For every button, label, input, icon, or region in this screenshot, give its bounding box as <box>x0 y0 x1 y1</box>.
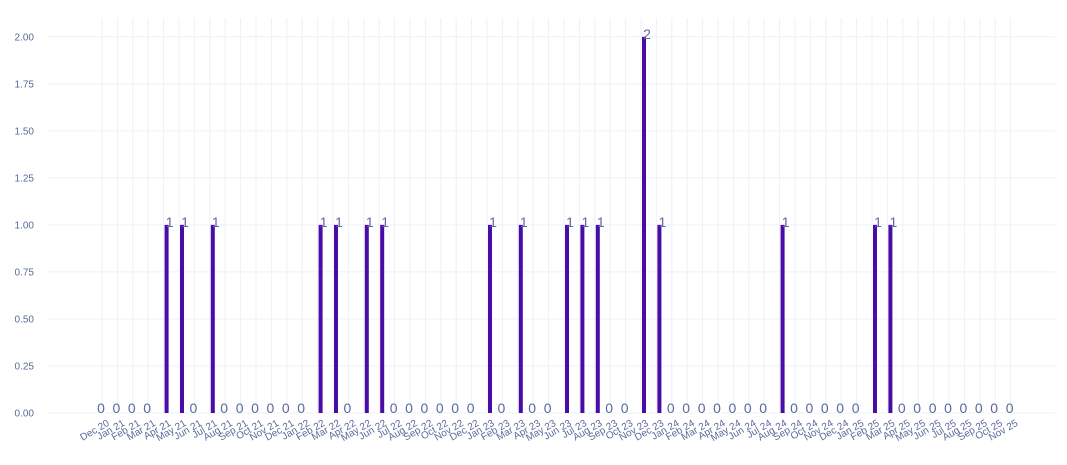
data-label: 0 <box>713 400 721 416</box>
data-label: 1 <box>659 214 667 230</box>
data-label: 0 <box>960 400 968 416</box>
data-label: 0 <box>267 400 275 416</box>
bar <box>873 224 877 413</box>
bar <box>488 224 492 413</box>
data-label: 0 <box>667 400 675 416</box>
data-label: 0 <box>621 400 629 416</box>
data-label: 0 <box>790 400 798 416</box>
data-label: 0 <box>806 400 814 416</box>
bar <box>642 36 646 414</box>
data-label: 0 <box>143 400 151 416</box>
bar <box>334 224 338 413</box>
data-label: 1 <box>166 214 174 230</box>
bar <box>318 224 323 413</box>
y-tick-label: 1.00 <box>15 220 35 231</box>
data-label: 0 <box>1006 400 1014 416</box>
data-label: 0 <box>113 400 121 416</box>
bar <box>518 224 523 413</box>
data-label: 0 <box>97 400 105 416</box>
bar <box>595 224 600 413</box>
bar <box>210 224 215 413</box>
data-label: 1 <box>597 214 605 230</box>
data-label: 0 <box>682 400 690 416</box>
bar <box>565 224 569 413</box>
y-tick-label: 1.25 <box>15 173 35 184</box>
data-label: 1 <box>520 214 528 230</box>
data-label: 0 <box>251 400 259 416</box>
data-label: 0 <box>467 400 475 416</box>
grid-lines <box>48 18 1055 414</box>
y-tick-label: 0.25 <box>15 361 35 372</box>
data-label: 0 <box>528 400 536 416</box>
data-label: 0 <box>498 400 506 416</box>
data-label: 1 <box>890 214 898 230</box>
bar <box>180 224 184 413</box>
data-label: 0 <box>421 400 429 416</box>
data-label: 1 <box>335 214 343 230</box>
data-label: 0 <box>282 400 290 416</box>
data-label: 1 <box>874 214 882 230</box>
data-label: 0 <box>836 400 844 416</box>
bar <box>364 224 369 413</box>
data-label: 0 <box>929 400 937 416</box>
data-label: 1 <box>181 214 189 230</box>
y-tick-label: 1.50 <box>15 126 35 137</box>
data-label: 0 <box>390 400 398 416</box>
data-label: 0 <box>605 400 613 416</box>
y-tick-label: 0.75 <box>15 267 35 278</box>
data-label: 0 <box>744 400 752 416</box>
data-label: 0 <box>451 400 459 416</box>
y-axis: 0.00 0.25 0.50 0.75 1.00 1.25 1.50 1.75 2.00 <box>15 32 35 419</box>
data-label: 0 <box>220 400 228 416</box>
data-label: 0 <box>436 400 444 416</box>
y-tick-label: 1.75 <box>15 79 35 90</box>
data-label: 0 <box>759 400 767 416</box>
bar <box>888 224 893 413</box>
bar <box>580 224 585 413</box>
data-label: 1 <box>212 214 220 230</box>
data-label: 0 <box>297 400 305 416</box>
data-label: 0 <box>852 400 860 416</box>
data-label: 0 <box>544 400 552 416</box>
data-label: 1 <box>566 214 574 230</box>
bar <box>380 224 385 413</box>
data-label: 1 <box>582 214 590 230</box>
bar <box>657 224 662 413</box>
y-tick-label: 0.50 <box>15 314 35 325</box>
bar <box>164 224 169 413</box>
bar-series <box>164 36 893 414</box>
data-label: 1 <box>489 214 497 230</box>
data-label: 0 <box>729 400 737 416</box>
data-label: 0 <box>821 400 829 416</box>
data-label: 0 <box>990 400 998 416</box>
data-label: 0 <box>975 400 983 416</box>
bar <box>780 224 785 413</box>
data-label: 1 <box>320 214 328 230</box>
data-label: 2 <box>643 26 651 42</box>
data-label: 1 <box>381 214 389 230</box>
data-label: 0 <box>405 400 413 416</box>
y-tick-label: 2.00 <box>15 32 35 43</box>
data-label: 0 <box>236 400 244 416</box>
data-label: 1 <box>366 214 374 230</box>
data-label: 0 <box>898 400 906 416</box>
data-label: 0 <box>344 400 352 416</box>
data-label: 0 <box>128 400 136 416</box>
data-label: 0 <box>698 400 706 416</box>
data-label: 0 <box>190 400 198 416</box>
data-label: 0 <box>944 400 952 416</box>
data-label: 0 <box>913 400 921 416</box>
data-label: 1 <box>782 214 790 230</box>
y-tick-label: 0.00 <box>15 409 35 420</box>
